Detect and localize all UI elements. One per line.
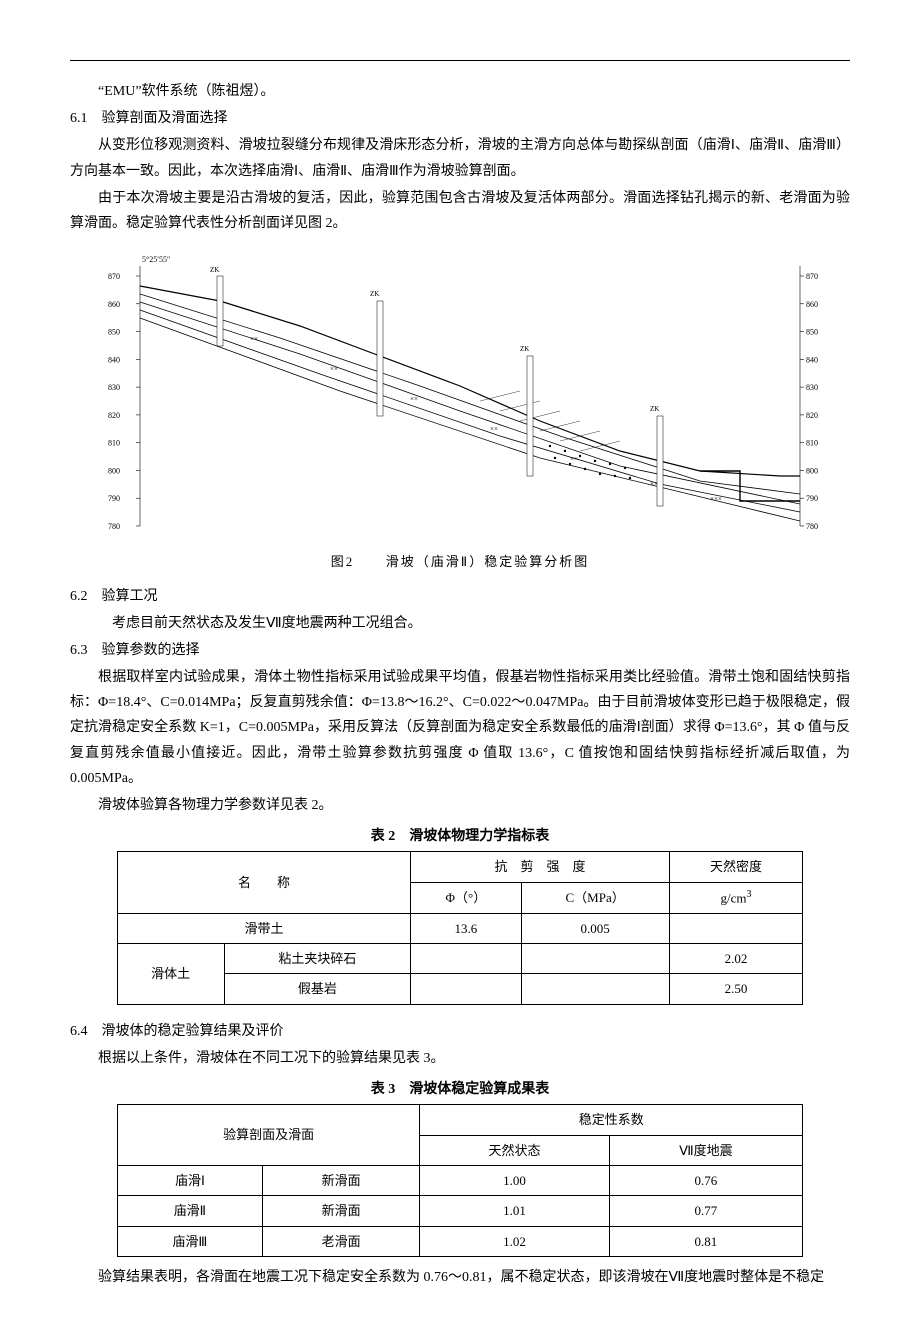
t3-r1-a: 庙滑Ⅱ bbox=[117, 1196, 262, 1226]
svg-text:780: 780 bbox=[108, 522, 120, 531]
figure-2: 870 860 850 840 830 820 810 800 790 780 870 860 850… bbox=[70, 246, 850, 573]
section-6-1-head: 6.1 验算剖面及滑面选择 bbox=[70, 106, 850, 131]
t3-h-quake: Ⅶ度地震 bbox=[609, 1135, 803, 1165]
figure-2-diagram: 870 860 850 840 830 820 810 800 790 780 870 860 850… bbox=[100, 246, 820, 546]
svg-text:830: 830 bbox=[108, 383, 120, 392]
t2-h-unit: g/cm3 bbox=[669, 882, 802, 913]
svg-text:840: 840 bbox=[806, 355, 818, 364]
svg-text:820: 820 bbox=[108, 411, 120, 420]
svg-text:860: 860 bbox=[108, 300, 120, 309]
t2-h-name: 名 称 bbox=[117, 852, 411, 913]
t3-r2-b: 老滑面 bbox=[262, 1226, 419, 1256]
t2-r0-phi: 13.6 bbox=[411, 913, 521, 943]
table-row: 庙滑Ⅰ 新滑面 1.00 0.76 bbox=[117, 1166, 802, 1196]
svg-text:ZK: ZK bbox=[210, 266, 219, 274]
svg-text:800: 800 bbox=[108, 467, 120, 476]
svg-text:××: ×× bbox=[570, 455, 578, 463]
section-6-1-p2: 由于本次滑坡主要是沿古滑坡的复活，因此，验算范围包含古滑坡及复活体两部分。滑面选… bbox=[70, 186, 850, 236]
t3-r0-c: 1.00 bbox=[420, 1166, 609, 1196]
section-6-3-p1: 根据取样室内试验成果，滑体土物性指标采用试验成果平均值，假基岩物性指标采用类比经… bbox=[70, 665, 850, 791]
figure-2-caption-prefix: 图2 bbox=[331, 554, 355, 569]
section-6-4-head: 6.4 滑坡体的稳定验算结果及评价 bbox=[70, 1019, 850, 1044]
svg-text:ZK: ZK bbox=[370, 290, 379, 298]
svg-text:870: 870 bbox=[108, 272, 120, 281]
section-6-1-p1: 从变形位移观测资料、滑坡拉裂缝分布规律及滑床形态分析，滑坡的主滑方向总体与勘探纵… bbox=[70, 133, 850, 183]
t3-r2-c: 1.02 bbox=[420, 1226, 609, 1256]
t3-r0-b: 新滑面 bbox=[262, 1166, 419, 1196]
svg-text:810: 810 bbox=[806, 439, 818, 448]
t2-r2-n2: 假基岩 bbox=[224, 974, 411, 1004]
t3-r1-b: 新滑面 bbox=[262, 1196, 419, 1226]
svg-text:790: 790 bbox=[806, 494, 818, 503]
svg-text:790: 790 bbox=[108, 494, 120, 503]
table-row: 庙滑Ⅲ 老滑面 1.02 0.81 bbox=[117, 1226, 802, 1256]
figure-2-caption-text: 滑坡（庙滑Ⅱ）稳定验算分析图 bbox=[386, 554, 589, 569]
table-3-caption: 表 3 滑坡体稳定验算成果表 bbox=[70, 1077, 850, 1102]
t3-r1-c: 1.01 bbox=[420, 1196, 609, 1226]
table-row: 名 称 抗 剪 强 度 天然密度 bbox=[117, 852, 802, 882]
t2-r2-d: 2.50 bbox=[669, 974, 802, 1004]
t2-r1-phi bbox=[411, 943, 521, 973]
svg-text:820: 820 bbox=[806, 411, 818, 420]
t2-h-phi: Φ（°） bbox=[411, 882, 521, 913]
section-6-4-p1: 根据以上条件，滑坡体在不同工况下的验算结果见表 3。 bbox=[70, 1046, 850, 1071]
svg-text:850: 850 bbox=[108, 328, 120, 337]
t3-r2-d: 0.81 bbox=[609, 1226, 803, 1256]
t3-r0-a: 庙滑Ⅰ bbox=[117, 1166, 262, 1196]
section-6-2-p1: 考虑目前天然状态及发生Ⅶ度地震两种工况组合。 bbox=[70, 611, 850, 636]
svg-text:830: 830 bbox=[806, 383, 818, 392]
t2-r2-phi bbox=[411, 974, 521, 1004]
t2-r2-c bbox=[521, 974, 669, 1004]
svg-text:××: ×× bbox=[250, 335, 258, 343]
svg-text:5°25′55″: 5°25′55″ bbox=[142, 255, 170, 264]
svg-text:××: ×× bbox=[330, 365, 338, 373]
table-2: 名 称 抗 剪 强 度 天然密度 Φ（°） C（MPa） g/cm3 滑带土 1… bbox=[117, 851, 803, 1004]
t3-h-stability: 稳定性系数 bbox=[420, 1105, 803, 1135]
svg-text:800: 800 bbox=[806, 467, 818, 476]
section-6-3-head: 6.3 验算参数的选择 bbox=[70, 638, 850, 663]
svg-text:850: 850 bbox=[806, 328, 818, 337]
lead-line: “EMU”软件系统（陈祖煜）。 bbox=[70, 79, 850, 104]
t2-r1-c bbox=[521, 943, 669, 973]
svg-text:××: ×× bbox=[490, 425, 498, 433]
t2-r0-c: 0.005 bbox=[521, 913, 669, 943]
t3-h-natural: 天然状态 bbox=[420, 1135, 609, 1165]
svg-text:860: 860 bbox=[806, 300, 818, 309]
figure-2-caption: 图2 滑坡（庙滑Ⅱ）稳定验算分析图 bbox=[70, 550, 850, 573]
t2-h-c: C（MPa） bbox=[521, 882, 669, 913]
t2-r0-d bbox=[669, 913, 802, 943]
tail-paragraph: 验算结果表明，各滑面在地震工况下稳定安全系数为 0.76～0.81，属不稳定状态… bbox=[70, 1265, 850, 1290]
svg-text:840: 840 bbox=[108, 355, 120, 364]
t2-h-density: 天然密度 bbox=[669, 852, 802, 882]
table-3: 验算剖面及滑面 稳定性系数 天然状态 Ⅶ度地震 庙滑Ⅰ 新滑面 1.00 0.7… bbox=[117, 1104, 803, 1257]
table-row: 验算剖面及滑面 稳定性系数 bbox=[117, 1105, 802, 1135]
table-row: 庙滑Ⅱ 新滑面 1.01 0.77 bbox=[117, 1196, 802, 1226]
t2-r1-n2: 粘土夹块碎石 bbox=[224, 943, 411, 973]
t3-h-section: 验算剖面及滑面 bbox=[117, 1105, 420, 1166]
t2-r1-d: 2.02 bbox=[669, 943, 802, 973]
table-row: 滑体土 粘土夹块碎石 2.02 bbox=[117, 943, 802, 973]
t3-r1-d: 0.77 bbox=[609, 1196, 803, 1226]
svg-text:810: 810 bbox=[108, 439, 120, 448]
svg-text:ZK: ZK bbox=[520, 345, 529, 353]
t2-r0-n: 滑带土 bbox=[117, 913, 411, 943]
page-rule bbox=[70, 60, 850, 61]
t3-r0-d: 0.76 bbox=[609, 1166, 803, 1196]
table-row: 滑带土 13.6 0.005 bbox=[117, 913, 802, 943]
section-6-2-head: 6.2 验算工况 bbox=[70, 584, 850, 609]
t3-r2-a: 庙滑Ⅲ bbox=[117, 1226, 262, 1256]
t2-r1-n1: 滑体土 bbox=[117, 943, 224, 1004]
table-2-caption: 表 2 滑坡体物理力学指标表 bbox=[70, 824, 850, 849]
svg-text:××: ×× bbox=[410, 395, 418, 403]
t2-h-shear: 抗 剪 强 度 bbox=[411, 852, 669, 882]
svg-text:870: 870 bbox=[806, 272, 818, 281]
svg-text:ZK: ZK bbox=[650, 405, 659, 413]
svg-text:780: 780 bbox=[806, 522, 818, 531]
section-6-3-p2: 滑坡体验算各物理力学参数详见表 2。 bbox=[70, 793, 850, 818]
svg-text:×××: ××× bbox=[710, 495, 722, 503]
